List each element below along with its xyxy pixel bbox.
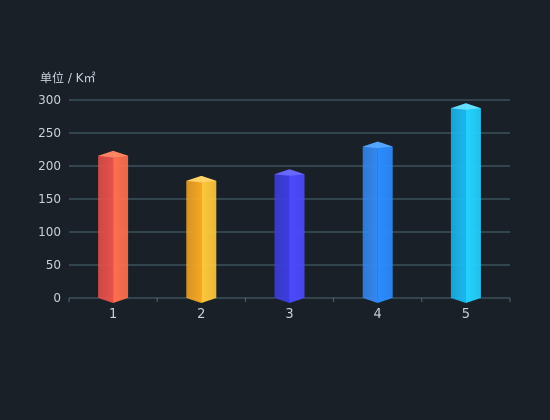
- y-axis-ticks: 0 50 100 150 200 250 300: [38, 93, 61, 305]
- bar-top-cap: [186, 175, 217, 183]
- bar-left-face: [186, 175, 202, 303]
- bar-right-face: [113, 150, 129, 303]
- y-tick-label: 0: [53, 291, 61, 305]
- bar-right-face: [201, 175, 217, 303]
- bar-left-face: [274, 169, 290, 303]
- x-axis-ticks: 1 2 3 4 5: [68, 298, 511, 322]
- bar-left-face: [98, 150, 114, 303]
- y-tick-label: 300: [38, 93, 61, 107]
- bar-top-cap: [450, 103, 481, 110]
- x-tick-label: 5: [462, 307, 470, 322]
- bars: [98, 103, 481, 303]
- bar-5: [450, 103, 481, 303]
- bar-top-cap: [362, 141, 393, 149]
- bar-4: [362, 141, 393, 303]
- bar-3: [274, 169, 305, 303]
- y-tick-label: 250: [38, 126, 61, 140]
- bar-top-cap: [274, 169, 305, 176]
- bar-1: [98, 150, 129, 303]
- y-tick-label: 100: [38, 225, 61, 239]
- x-tick-label: 2: [197, 307, 205, 322]
- x-tick-label: 3: [285, 307, 293, 322]
- bar-2: [186, 175, 217, 303]
- bar-right-face: [377, 141, 393, 303]
- bar-right-face: [289, 169, 305, 303]
- unit-label: 单位 / K㎡: [40, 70, 96, 85]
- bar-top-cap: [98, 150, 129, 158]
- bar-left-face: [450, 103, 466, 303]
- y-tick-label: 150: [38, 192, 61, 206]
- y-tick-label: 50: [46, 258, 61, 272]
- x-tick-label: 1: [109, 307, 117, 322]
- bar-right-face: [465, 103, 481, 303]
- x-tick-label: 4: [374, 307, 382, 322]
- bar-left-face: [362, 141, 378, 303]
- y-tick-label: 200: [38, 159, 61, 173]
